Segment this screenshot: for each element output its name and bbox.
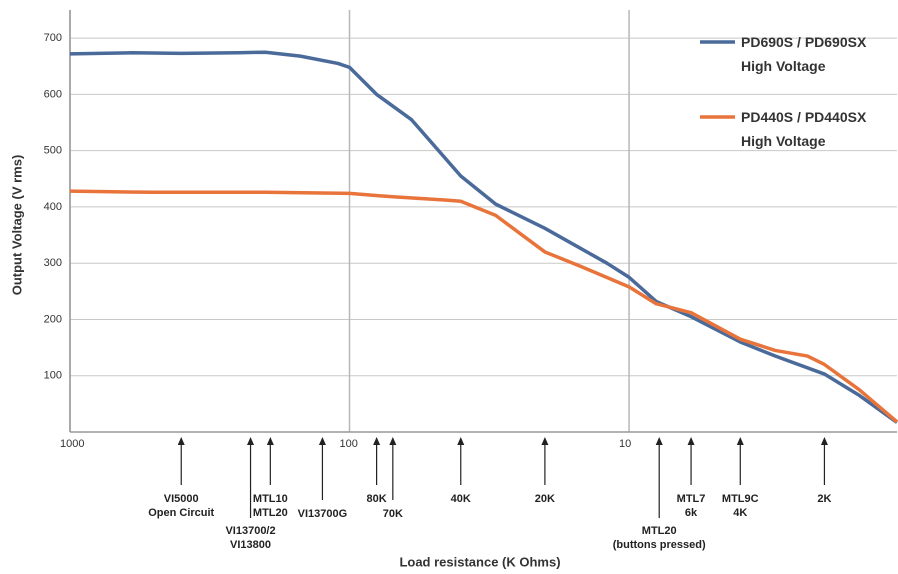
arrow-head — [177, 437, 185, 445]
annotation-label: VI5000 Open Circuit — [148, 493, 215, 519]
annotation-label: VI13700/2 VI13800 — [225, 525, 276, 551]
arrow-head — [541, 437, 549, 445]
arrow-head — [820, 437, 828, 445]
arrow-head — [318, 437, 326, 445]
annotation-label: 2K — [817, 493, 832, 505]
annotation-label: 70K — [382, 508, 403, 520]
series-line — [69, 189, 898, 424]
y-tick-label: 500 — [44, 145, 62, 157]
arrow-head — [687, 437, 695, 445]
arrow-head — [736, 437, 744, 445]
y-tick-label: 200 — [44, 313, 62, 325]
annotation-label: MTL10 MTL20 — [252, 493, 288, 519]
y-tick-label: 600 — [44, 88, 62, 100]
annotation-label: MTL20 (buttons pressed) — [612, 525, 706, 551]
series-line — [69, 50, 898, 424]
arrow-head — [457, 437, 465, 445]
x-tick-label: 10 — [619, 438, 631, 450]
y-tick-label: 700 — [44, 32, 62, 44]
arrow-head — [389, 437, 397, 445]
annotation-label: VI13700G — [297, 508, 348, 520]
annotation-label: 80K — [366, 493, 387, 505]
legend-label: PD440S / PD440SX High Voltage — [741, 109, 867, 149]
x-axis-label: Load resistance (K Ohms) — [399, 554, 560, 569]
y-axis-label: Output Voltage (V rms) — [9, 155, 24, 296]
x-tick-label: 1000 — [60, 438, 84, 450]
y-tick-label: 400 — [44, 201, 62, 213]
legend-label: PD690S / PD690SX High Voltage — [741, 34, 867, 74]
x-tick-label: 100 — [340, 438, 358, 450]
annotation-label: MTL7 6k — [676, 493, 706, 519]
arrow-head — [266, 437, 274, 445]
arrow-head — [373, 437, 381, 445]
arrow-head — [655, 437, 663, 445]
annotation-label: 20K — [534, 493, 555, 505]
arrow-head — [247, 437, 255, 445]
annotation-label: 40K — [450, 493, 471, 505]
y-tick-label: 300 — [44, 257, 62, 269]
y-tick-label: 100 — [44, 370, 62, 382]
annotation-label: MTL9C 4K — [721, 493, 759, 519]
